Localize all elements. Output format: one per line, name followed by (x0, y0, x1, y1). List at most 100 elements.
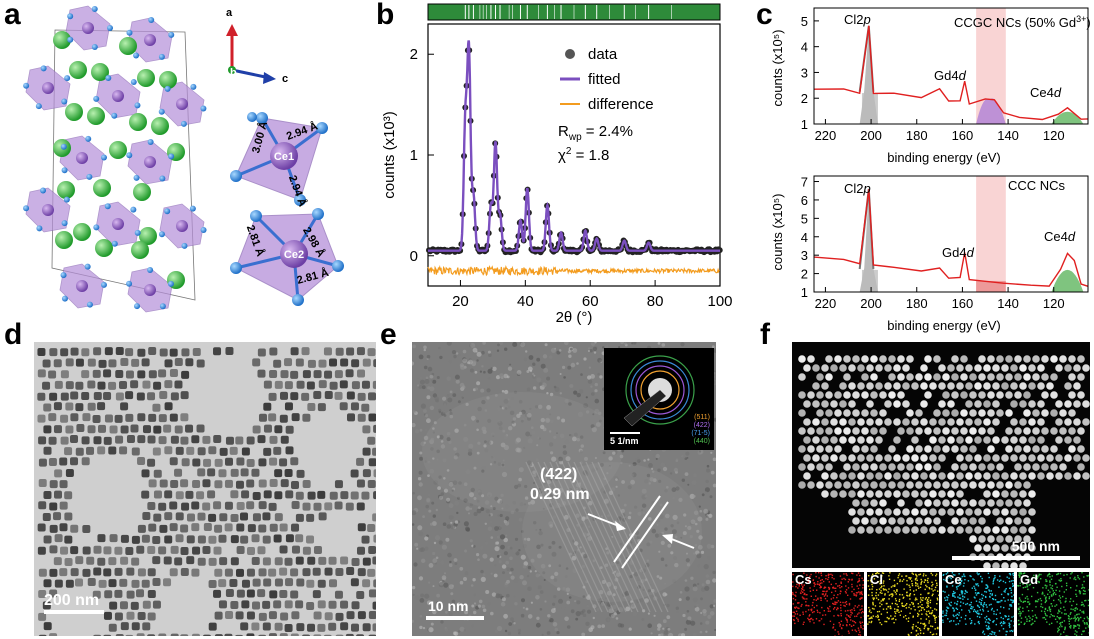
eds-pixel (796, 583, 798, 586)
texture-dot (615, 478, 618, 481)
eds-pixel (855, 630, 858, 633)
texture-dot (418, 470, 423, 475)
texture-dot (693, 473, 697, 478)
stem-particle (902, 454, 910, 462)
texture-dot (594, 389, 598, 393)
eds-pixel (828, 573, 830, 576)
texture-dot (575, 611, 581, 617)
eds-pixel (1026, 618, 1028, 620)
nanocrystal (38, 479, 47, 488)
panel-letter-e: e (380, 318, 397, 351)
texture-dot (448, 481, 454, 487)
ce-atom (42, 204, 54, 216)
texture-dot (662, 619, 667, 624)
nanocrystal (170, 392, 179, 401)
nanocrystal (230, 468, 239, 477)
nanocrystal (180, 413, 189, 422)
stem-particle (996, 355, 1004, 363)
texture-dot (565, 587, 571, 592)
nanocrystal (262, 622, 271, 631)
stem-particle (1055, 436, 1063, 444)
eds-pixel (825, 593, 827, 595)
eds-pixel (901, 575, 903, 577)
texture-dot (433, 541, 437, 545)
stem-particle (1059, 427, 1067, 435)
eds-pixel (1028, 578, 1030, 580)
eds-pixel (863, 611, 864, 614)
eds-pixel (1051, 588, 1054, 590)
nanocrystal (126, 590, 135, 599)
nanocrystal (185, 358, 194, 367)
eds-pixel (956, 613, 958, 615)
texture-dot (660, 540, 665, 545)
eds-pixel (843, 573, 845, 575)
nanocrystal (104, 414, 113, 423)
cl-atom (147, 267, 154, 274)
stem-particle (1019, 472, 1027, 480)
eds-pixel (994, 631, 996, 634)
texture-dot (540, 417, 545, 423)
texture-dot (525, 431, 531, 437)
eds-pixel (1059, 580, 1061, 582)
texture-dot (713, 348, 716, 353)
eds-pixel (968, 609, 970, 612)
ce-atom (42, 82, 54, 94)
nanocrystal (197, 535, 206, 544)
eds-pixel (859, 584, 861, 586)
nanocrystal (307, 623, 316, 632)
stem-particle (938, 400, 946, 408)
eds-pixel (860, 625, 862, 627)
eds-pixel (1050, 594, 1053, 596)
eds-pixel (1009, 605, 1011, 607)
stem-particle (1068, 427, 1076, 435)
stem-particle (1037, 364, 1045, 372)
nanocrystal (268, 502, 277, 511)
stem-particle (1073, 454, 1081, 462)
eds-pixel (946, 585, 948, 587)
eds-pixel (928, 597, 930, 599)
nanocrystal (181, 370, 190, 379)
texture-dot (476, 428, 479, 432)
nanocrystal (208, 446, 217, 455)
xrd-x-tick-label: 100 (707, 293, 732, 310)
haadf-stem-image: 500 nm (792, 342, 1090, 568)
nanocrystal (302, 634, 311, 636)
eds-pixel (840, 582, 842, 584)
eds-pixel (879, 622, 881, 624)
eds-pixel (845, 624, 848, 626)
texture-dot (485, 590, 490, 594)
texture-dot (626, 545, 631, 550)
nanocrystal (137, 413, 146, 422)
stem-particle (897, 517, 905, 525)
nanocrystal (214, 568, 223, 577)
texture-dot (549, 355, 553, 359)
texture-dot (656, 518, 661, 523)
nanocrystal (141, 534, 150, 543)
eds-pixel (826, 595, 828, 597)
eds-pixel (792, 597, 795, 600)
eds-pixel (899, 579, 901, 581)
nanocrystal (213, 435, 222, 444)
eds-pixel (1059, 610, 1061, 613)
texture-dot (651, 528, 657, 534)
eds-pixel (889, 607, 892, 609)
eds-pixel (989, 595, 991, 598)
nanocrystal (203, 634, 211, 636)
texture-dot (674, 535, 678, 539)
eds-pixel (992, 598, 994, 600)
eds-pixel (814, 583, 816, 586)
eds-pixel (1074, 616, 1076, 619)
texture-dot (450, 521, 453, 524)
eds-pixel (1077, 616, 1079, 619)
stem-particle (879, 427, 887, 435)
texture-dot (659, 514, 664, 520)
stem-particle (857, 436, 865, 444)
texture-dot (664, 564, 668, 567)
eds-pixel (825, 578, 827, 580)
texture-dot (519, 502, 524, 507)
nanocrystal (186, 556, 195, 565)
stem-particle (1077, 391, 1085, 399)
stem-particle (1077, 427, 1085, 435)
eds-pixel (850, 614, 852, 616)
eds-pixel (981, 577, 983, 580)
